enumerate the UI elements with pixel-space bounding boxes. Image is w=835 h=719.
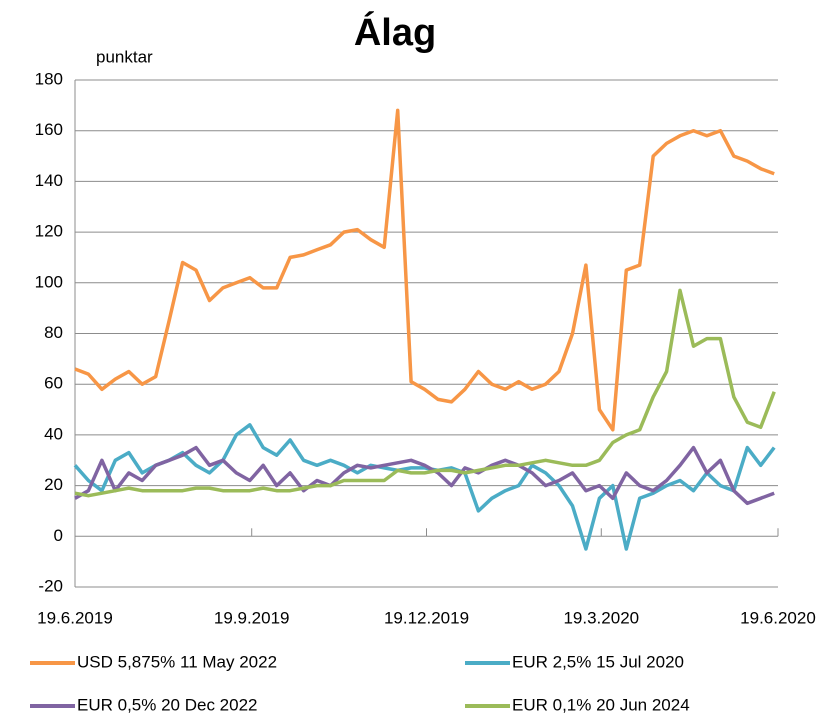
y-axis-label: punktar (96, 47, 153, 66)
legend-label: EUR 2,5% 15 Jul 2020 (512, 652, 684, 671)
y-tick-label: 20 (44, 475, 63, 494)
y-tick-label: 80 (44, 323, 63, 342)
legend-label: EUR 0,1% 20 Jun 2024 (512, 695, 690, 714)
y-tick-label: 40 (44, 424, 63, 443)
x-tick-label: 19.12.2019 (384, 608, 469, 627)
x-tick-label: 19.3.2020 (563, 608, 639, 627)
series-line (73, 423, 776, 551)
y-tick-label: -20 (38, 576, 63, 595)
y-tick-label: 160 (35, 120, 63, 139)
x-tick-label: 19.6.2019 (37, 608, 113, 627)
legend-label: EUR 0,5% 20 Dec 2022 (77, 695, 258, 714)
legend-label: USD 5,875% 11 May 2022 (77, 652, 277, 671)
y-tick-label: 0 (54, 526, 63, 545)
y-tick-label: 120 (35, 222, 63, 241)
series-line (74, 108, 775, 432)
series-line (74, 445, 775, 506)
y-tick-label: 140 (35, 171, 63, 190)
y-tick-label: 100 (35, 272, 63, 291)
y-tick-label: 60 (44, 374, 63, 393)
y-tick-label: 180 (35, 69, 63, 88)
x-tick-label: 19.9.2019 (214, 608, 290, 627)
chart-title: Álag (354, 10, 436, 54)
series-line (74, 288, 776, 498)
x-tick-label: 19.6.2020 (740, 608, 816, 627)
